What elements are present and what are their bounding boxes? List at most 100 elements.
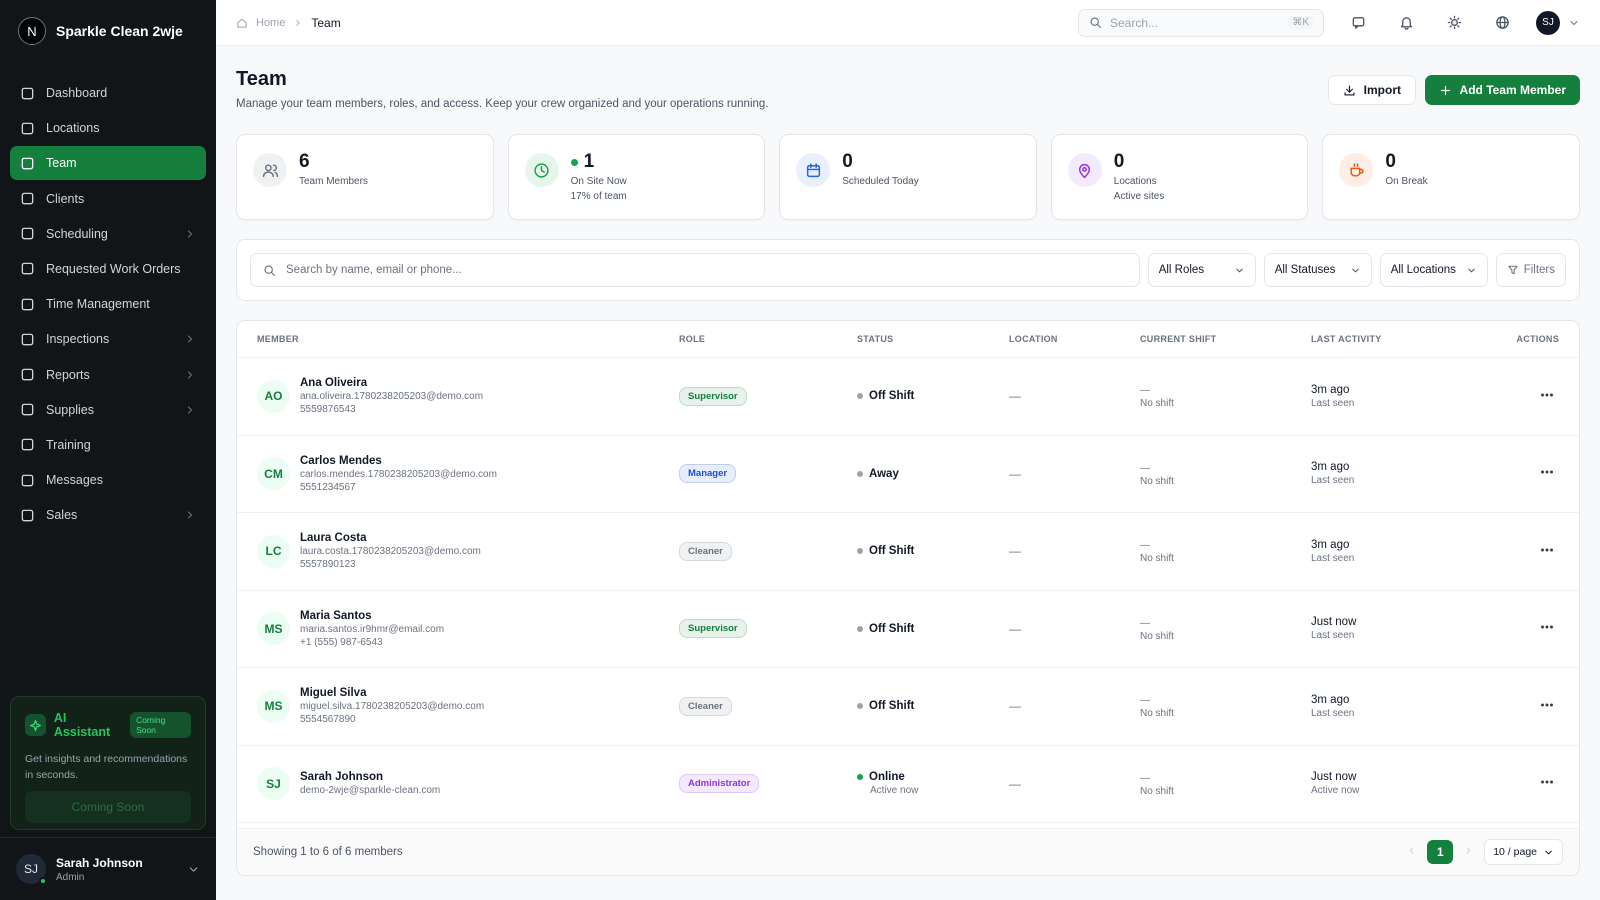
nav-label: Team bbox=[46, 156, 77, 171]
member-info: Maria Santos maria.santos.ir9hmr@email.co… bbox=[300, 610, 444, 648]
global-search[interactable]: Search... ⌘K bbox=[1078, 8, 1324, 37]
shift-sub: No shift bbox=[1140, 553, 1174, 565]
nav-item[interactable]: Clients bbox=[10, 182, 206, 216]
status-dot bbox=[857, 470, 863, 477]
icon bbox=[21, 439, 34, 451]
activity-sub: Last seen bbox=[1311, 707, 1355, 719]
shift: — bbox=[1140, 540, 1150, 552]
row-actions[interactable] bbox=[1539, 774, 1555, 793]
member-avatar: MS bbox=[257, 689, 290, 723]
stat-card: 6 Team Members bbox=[236, 134, 494, 220]
stat-value-row: 1 bbox=[570, 151, 627, 173]
activity-cell: 3m ago Last seen bbox=[1311, 384, 1513, 409]
member-phone: 5557890123 bbox=[300, 559, 356, 571]
nav-item[interactable]: Reports bbox=[10, 358, 206, 392]
activity-cell: 3m ago Last seen bbox=[1311, 461, 1513, 486]
search-placeholder: Search... bbox=[1110, 15, 1159, 30]
shift-cell: — No shift bbox=[1140, 461, 1311, 487]
role-cell: Cleaner bbox=[679, 541, 857, 561]
member-avatar: CM bbox=[257, 457, 290, 491]
icon bbox=[1545, 850, 1552, 854]
member-email: laura.costa.1780238205203@demo.com bbox=[300, 546, 481, 558]
status-label: Off Shift bbox=[869, 622, 915, 635]
row-actions[interactable] bbox=[1539, 464, 1555, 483]
top-avatar[interactable]: SJ bbox=[1536, 10, 1560, 35]
import-button[interactable]: Import bbox=[1327, 75, 1416, 105]
nav-label: Time Management bbox=[46, 297, 150, 312]
status: Off Shift bbox=[857, 390, 1009, 402]
icon bbox=[1350, 162, 1364, 177]
role-cell: Supervisor bbox=[679, 619, 857, 639]
ai-button[interactable]: Coming Soon bbox=[25, 791, 191, 823]
status-dot bbox=[857, 703, 863, 710]
nav-item[interactable]: Dashboard bbox=[10, 76, 206, 110]
top-icon-button[interactable] bbox=[1440, 9, 1468, 37]
role-badge: Supervisor bbox=[679, 619, 747, 639]
icon bbox=[262, 163, 278, 177]
brand-name: Sparkle Clean 2wje bbox=[56, 23, 183, 39]
status-label: Off Shift bbox=[869, 390, 915, 403]
shift: — bbox=[1140, 617, 1150, 629]
nav-label: Inspections bbox=[46, 332, 110, 347]
top-icon-button[interactable] bbox=[1392, 9, 1420, 37]
shift-sub: No shift bbox=[1140, 398, 1174, 410]
member-name[interactable]: Miguel Silva bbox=[300, 687, 367, 700]
add-button[interactable]: Add Team Member bbox=[1424, 75, 1580, 105]
filter-select[interactable]: All Statuses bbox=[1263, 253, 1372, 287]
next-page[interactable] bbox=[1463, 845, 1474, 859]
filters-button[interactable]: Filters bbox=[1495, 253, 1566, 287]
member-email: maria.santos.ir9hmr@email.com bbox=[300, 623, 445, 635]
row-actions[interactable] bbox=[1539, 387, 1555, 406]
status-dot bbox=[857, 625, 863, 632]
nav-item[interactable]: Sales bbox=[10, 498, 206, 532]
nav-item[interactable]: Requested Work Orders bbox=[10, 252, 206, 286]
nav-label: Sales bbox=[46, 508, 78, 523]
table: MEMBER ROLE STATUS LOCATION CURRENT SHIFT LAS… bbox=[236, 320, 1580, 876]
member-name[interactable]: Sarah Johnson bbox=[300, 771, 384, 784]
stat-card: 1 On Site Now 17% of team bbox=[507, 134, 766, 220]
icon bbox=[264, 264, 275, 276]
location-cell: — bbox=[1009, 466, 1021, 481]
nav-item[interactable]: Locations bbox=[10, 111, 206, 145]
filter-select[interactable]: All Roles bbox=[1147, 253, 1256, 287]
icon bbox=[1541, 548, 1553, 552]
nav-item[interactable]: Messages bbox=[10, 463, 206, 497]
current-page[interactable]: 1 bbox=[1427, 840, 1454, 864]
stat-text: 0 Locations Active sites bbox=[1114, 151, 1165, 203]
member-name[interactable]: Laura Costa bbox=[300, 532, 367, 545]
ai-badge: Coming Soon bbox=[130, 712, 191, 738]
shift-cell: — No shift bbox=[1140, 538, 1311, 564]
prev-page[interactable] bbox=[1406, 845, 1417, 859]
member-search[interactable]: Search by name, email or phone... bbox=[250, 253, 1140, 287]
icon bbox=[1508, 265, 1518, 275]
row-actions[interactable] bbox=[1539, 542, 1555, 561]
nav-label: Reports bbox=[46, 367, 90, 382]
member-info: Sarah Johnson demo-2wje@sparkle-clean.com bbox=[300, 771, 440, 796]
member-name[interactable]: Carlos Mendes bbox=[300, 454, 382, 467]
actions-cell bbox=[1513, 542, 1559, 561]
location-cell: — bbox=[1009, 544, 1021, 559]
filter-select[interactable]: All Locations bbox=[1379, 253, 1488, 287]
user[interactable]: SJ Sarah Johnson Admin bbox=[0, 837, 216, 900]
nav-label: Locations bbox=[46, 121, 100, 136]
stat-value-row: 0 bbox=[842, 151, 919, 173]
top-icon-button[interactable] bbox=[1344, 9, 1372, 37]
page-size[interactable]: 10 / page bbox=[1484, 839, 1563, 865]
stat-label: Scheduled Today bbox=[842, 176, 919, 187]
nav-item[interactable]: Inspections bbox=[10, 322, 206, 356]
shift: — bbox=[1140, 385, 1150, 397]
row-actions[interactable] bbox=[1539, 697, 1555, 716]
member-name[interactable]: Maria Santos bbox=[300, 609, 372, 622]
breadcrumb[interactable]: Home bbox=[256, 16, 286, 29]
nav-item[interactable]: Time Management bbox=[10, 287, 206, 321]
member-email: ana.oliveira.1780238205203@demo.com bbox=[300, 391, 484, 403]
nav-item[interactable]: Scheduling bbox=[10, 217, 206, 251]
row-actions[interactable] bbox=[1539, 619, 1555, 638]
top-icon-button[interactable] bbox=[1488, 9, 1516, 37]
nav-item[interactable]: Team bbox=[10, 146, 206, 181]
nav-item[interactable]: Supplies bbox=[10, 393, 206, 427]
member-name[interactable]: Ana Oliveira bbox=[300, 377, 368, 390]
member-phone: 5551234567 bbox=[300, 481, 356, 493]
nav-item[interactable]: Training bbox=[10, 428, 206, 462]
member-email: demo-2wje@sparkle-clean.com bbox=[300, 785, 441, 797]
